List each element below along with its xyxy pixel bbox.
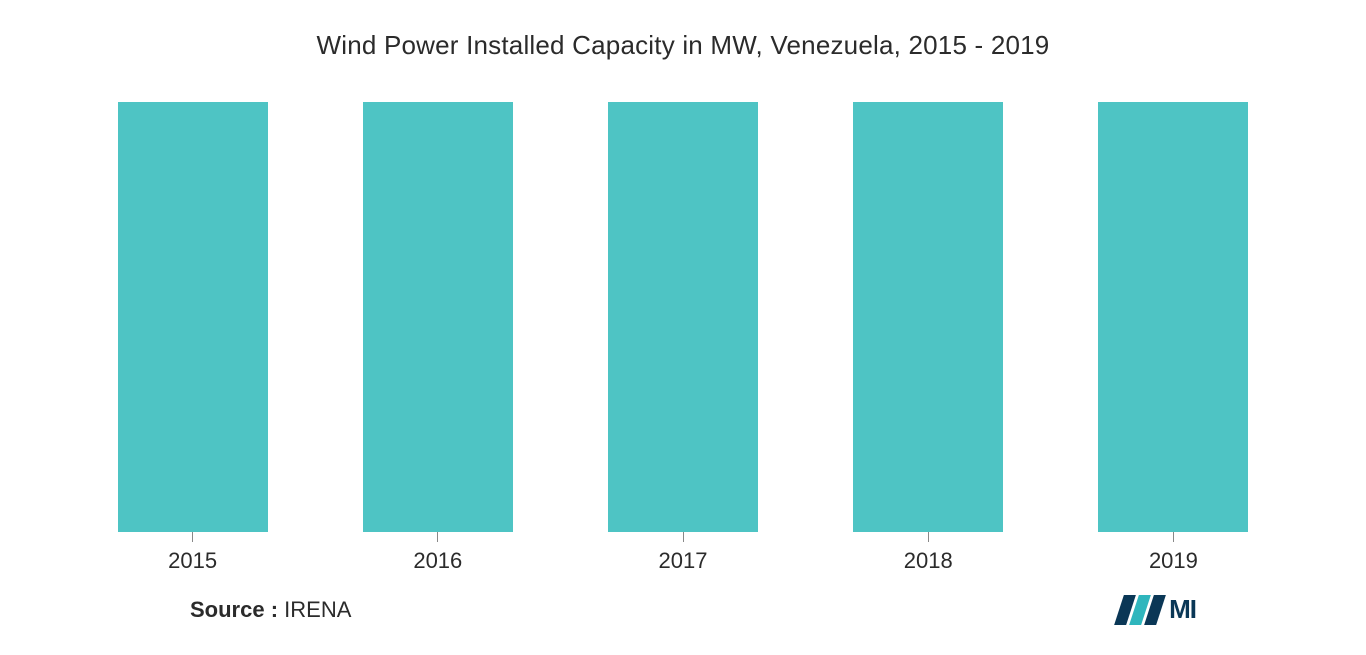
brand-logo: MI <box>1119 594 1196 625</box>
bar-slot <box>70 91 315 532</box>
chart-footer: Source : IRENA MI <box>40 574 1326 635</box>
plot-area <box>40 91 1326 532</box>
bar-2018 <box>853 102 1003 532</box>
bar-slot <box>1051 91 1296 532</box>
source-attribution: Source : IRENA <box>190 597 351 623</box>
x-label: 2015 <box>168 548 217 574</box>
x-tick <box>437 532 438 542</box>
x-label: 2017 <box>659 548 708 574</box>
x-label: 2019 <box>1149 548 1198 574</box>
x-tick <box>928 532 929 542</box>
x-axis-labels: 2015 2016 2017 2018 2019 <box>40 532 1326 574</box>
x-label: 2018 <box>904 548 953 574</box>
chart-container: Wind Power Installed Capacity in MW, Ven… <box>0 0 1366 655</box>
logo-text: MI <box>1169 594 1196 625</box>
x-label-slot: 2017 <box>560 532 805 574</box>
x-label-slot: 2015 <box>70 532 315 574</box>
bar-2017 <box>608 102 758 532</box>
source-label: Source : <box>190 597 278 622</box>
logo-bars-icon <box>1114 595 1166 625</box>
x-tick <box>683 532 684 542</box>
x-label: 2016 <box>413 548 462 574</box>
x-label-slot: 2019 <box>1051 532 1296 574</box>
bar-2016 <box>363 102 513 532</box>
x-label-slot: 2018 <box>806 532 1051 574</box>
source-value: IRENA <box>284 597 351 622</box>
bar-slot <box>560 91 805 532</box>
x-label-slot: 2016 <box>315 532 560 574</box>
bar-2015 <box>118 102 268 532</box>
bar-slot <box>315 91 560 532</box>
x-tick <box>1173 532 1174 542</box>
bar-2019 <box>1098 102 1248 532</box>
chart-title: Wind Power Installed Capacity in MW, Ven… <box>40 20 1326 91</box>
bar-slot <box>806 91 1051 532</box>
x-tick <box>192 532 193 542</box>
